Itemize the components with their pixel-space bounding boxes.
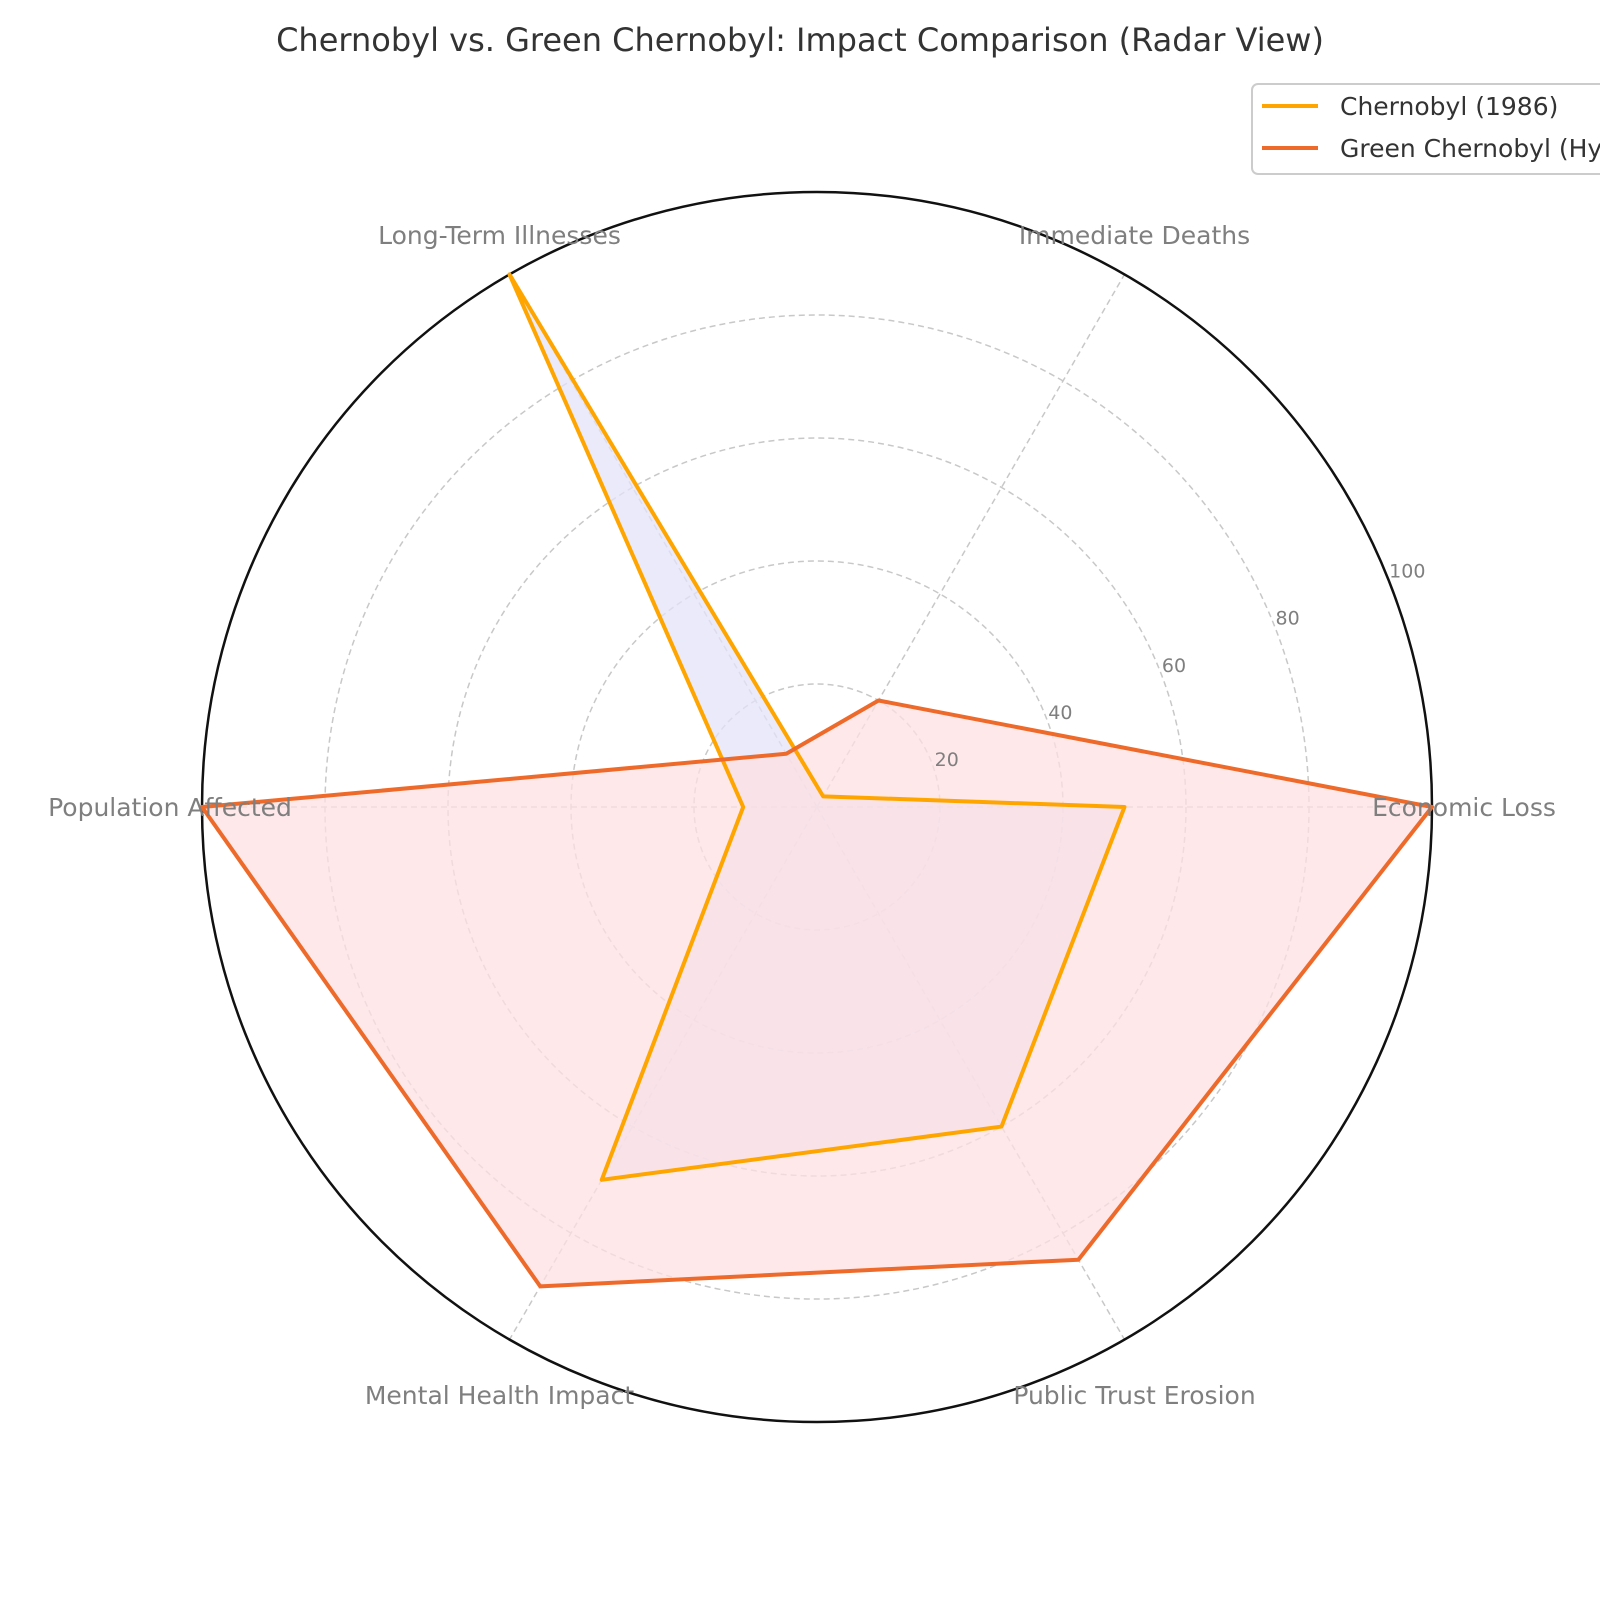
r-tick-label-20: 20 xyxy=(935,749,959,771)
category-label-long-term-illnesses: Long-Term Illnesses xyxy=(378,221,621,250)
r-tick-label-40: 40 xyxy=(1048,702,1072,724)
series-line-chernobyl-1986 xyxy=(507,272,1127,1182)
category-label-public-trust-erosion: Public Trust Erosion xyxy=(1013,1381,1255,1410)
legend-label-chernobyl: Chernobyl (1986) xyxy=(1340,92,1558,121)
legend-frame xyxy=(1251,83,1600,175)
series-fill-green-chernobyl-hypothetical xyxy=(202,700,1432,1287)
chart-title: Chernobyl vs. Green Chernobyl: Impact Co… xyxy=(276,21,1324,59)
r-tick-label-60: 60 xyxy=(1162,655,1186,677)
legend: Chernobyl (1986) Green Chernobyl (Hypoth… xyxy=(1251,83,1600,175)
legend-label-green-chernobyl: Green Chernobyl (Hypothetical) xyxy=(1340,134,1600,163)
r-tick-label-100: 100 xyxy=(1389,561,1425,583)
series-line-green-chernobyl-hypothetical xyxy=(200,698,1434,1289)
category-label-population-affected: Population Affected xyxy=(48,793,292,822)
radar-series xyxy=(200,272,1434,1289)
radar-labels: 20 40 60 80 100 Economic Loss Immediate Deaths… xyxy=(48,221,1556,1410)
r-tick-label-80: 80 xyxy=(1276,608,1300,630)
category-label-immediate-deaths: Immediate Deaths xyxy=(1019,221,1250,250)
category-label-mental-health-impact: Mental Health Impact xyxy=(365,1381,635,1410)
category-label-economic-loss: Economic Loss xyxy=(1372,793,1556,822)
